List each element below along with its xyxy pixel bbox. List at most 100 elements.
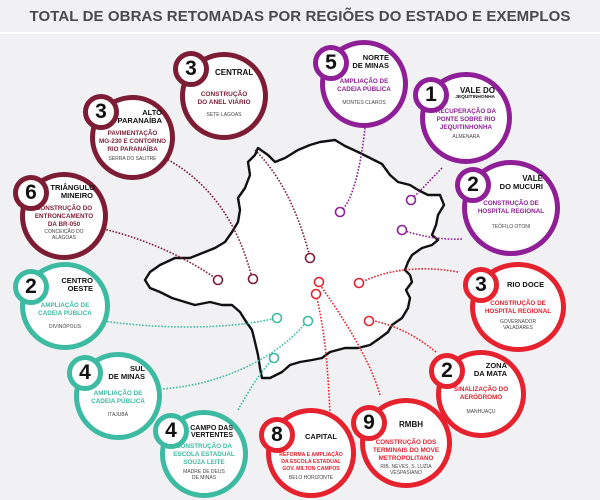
- region-name: TRIÂNGULO: [50, 183, 95, 192]
- region-name: NORTE: [362, 53, 389, 62]
- project-line: SOUZA LEITE: [183, 459, 225, 466]
- city-label: ITAJUBÁ: [107, 412, 129, 418]
- project-line: CONSTRUÇÃO: [200, 91, 248, 98]
- region-name: MINEIRO: [60, 191, 93, 200]
- project-line: MG-230 E CONTORNO: [98, 138, 167, 145]
- region-name: RMBH: [399, 420, 423, 429]
- marker-triangulo: [212, 274, 224, 286]
- project-line: CONSTRUÇÃO DE: [483, 200, 539, 207]
- region-name: DA MATA: [473, 369, 507, 378]
- city-label: MONTES CLAROS: [342, 100, 386, 106]
- project-line: GOV. MILTON CAMPOS: [282, 466, 340, 472]
- project-line: HOSPITAL REGIONAL: [484, 308, 552, 315]
- region-name: CAMPO DAS: [190, 425, 233, 432]
- title-bar: TOTAL DE OBRAS RETOMADAS POR REGIÕES DO …: [0, 0, 600, 34]
- count-badge: 6: [13, 175, 49, 211]
- region-name: DE MINAS: [108, 372, 145, 381]
- project-line: CONSTRUÇÃO DA: [176, 443, 232, 450]
- region-name: OESTE: [67, 284, 93, 293]
- region-name: ALTO: [142, 108, 162, 117]
- region-name: DE MINAS: [352, 61, 389, 70]
- region-name: VALE: [522, 174, 543, 183]
- city-label: MADRE DE DEUS: [183, 469, 225, 475]
- count-badge: 5: [313, 45, 349, 81]
- project-line: AMPLIAÇÃO DE: [40, 302, 90, 309]
- region-rmbh: 9 RMBH CONSTRUÇÃO DOS TERMINAIS DO MOVE …: [351, 398, 452, 488]
- connector-triangulo: [99, 227, 219, 281]
- region-vale-do-mucuri: 2 VALE DO MUCURI CONSTRUÇÃO DE HOSPITAL …: [455, 160, 560, 256]
- marker-jequitinhonha: [405, 194, 417, 206]
- region-name: RIO DOCE: [507, 280, 545, 289]
- marker-campo: [268, 352, 280, 364]
- region-name: ZONA: [485, 361, 507, 370]
- city-label: SERRA DO SALITRE: [108, 156, 157, 162]
- marker-mucuri: [396, 224, 408, 236]
- project-line: RIO PARANAÍBA: [107, 146, 158, 153]
- connector-central: [254, 149, 311, 258]
- marker-rmbh: [313, 276, 325, 288]
- region-norte-de-minas: 5 NORTE DE MINAS AMPLIAÇÃO DE CADEIA PÚB…: [313, 40, 408, 128]
- region-name: JEQUITINHONHA: [455, 95, 495, 100]
- project-line: CADEIA PÚBLICA: [337, 86, 391, 93]
- city-label: VESPASIANO: [390, 470, 422, 476]
- project-line: CONSTRUÇÃO DOS: [375, 439, 437, 446]
- project-line: AERÓDROMO: [459, 394, 503, 401]
- count-badge: 9: [351, 405, 387, 441]
- region-vale-do-jequitinhonha: 1 VALE DO JEQUITINHONHA RECUPERAÇÃO DA P…: [413, 72, 512, 164]
- region-zona-da-mata: 2 ZONA DA MATA SINALIZAÇÃO DO AERÓDROMO …: [429, 350, 526, 438]
- city-label: BELO HORIZONTE: [288, 475, 334, 481]
- region-name: CAPITAL: [305, 432, 337, 441]
- connector-alto-paranaiba: [164, 157, 253, 279]
- project-line: DA ESCOLA ESTADUAL: [281, 459, 341, 465]
- region-name: SUL: [130, 364, 145, 373]
- city-label: DE MINAS: [191, 475, 217, 481]
- city-label: ALAGOAS: [52, 235, 76, 241]
- region-name: VALE DO: [460, 86, 495, 95]
- marker-zona-da-mata: [363, 315, 375, 327]
- count-badge: 3: [83, 94, 119, 130]
- count-badge: 3: [463, 267, 499, 303]
- connector-zona-da-mata: [369, 319, 437, 353]
- minas-gerais-outline: [143, 138, 446, 380]
- region-name: CENTRAL: [215, 68, 254, 77]
- marker-alto-paranaiba: [247, 273, 259, 285]
- page-title: TOTAL DE OBRAS RETOMADAS POR REGIÕES DO …: [29, 7, 571, 25]
- connector-centro-oeste: [84, 317, 277, 328]
- project-line: TERMINAIS DO MOVE: [372, 447, 440, 454]
- marker-capital: [310, 288, 322, 300]
- marker-norte: [334, 206, 346, 218]
- project-line: ENTRONCAMENTO: [34, 213, 94, 220]
- project-line: CONSTRUÇÃO DE: [490, 300, 546, 307]
- marker-rio-doce: [353, 277, 365, 289]
- count-badge: 4: [153, 413, 189, 449]
- region-central: 3 CENTRAL CONSTRUÇÃO DO ANEL VIÁRIO SETE…: [173, 51, 268, 140]
- connector-capital: [315, 294, 331, 415]
- region-triangulo-mineiro: 6 TRIÂNGULO MINEIRO CONSTRUÇÃO DO ENTRON…: [13, 172, 108, 260]
- project-line: PAVIMENTAÇÃO: [107, 130, 158, 137]
- project-line: REFORMA E AMPLIAÇÃO: [279, 452, 343, 458]
- city-label: ALMENARA: [452, 134, 480, 140]
- project-line: CADEIA PÚBLICA: [38, 310, 92, 317]
- city-label: SETE LAGOAS: [206, 112, 242, 118]
- project-line: DA BR-050: [47, 221, 81, 228]
- marker-central: [304, 252, 316, 264]
- count-badge: 3: [173, 51, 209, 87]
- region-name: PARANAÍBA: [117, 116, 162, 125]
- region-capital: 8 CAPITAL REFORMA E AMPLIAÇÃO DA ESCOLA …: [259, 408, 356, 498]
- city-label: RIB. NEVES, S. LUZIA: [380, 464, 432, 470]
- city-label: CONCEIÇÃO DO: [44, 229, 84, 235]
- project-line: HOSPITAL REGIONAL: [477, 208, 545, 215]
- region-name: CENTRO: [61, 276, 93, 285]
- project-line: PONTE SOBRE RIO: [436, 116, 496, 123]
- region-campo-das-vertentes: 4 CAMPO DAS VERTENTES CONSTRUÇÃO DA ESCO…: [153, 410, 248, 498]
- project-line: RECUPERAÇÃO DA: [435, 108, 497, 115]
- count-badge: 1: [413, 77, 449, 113]
- region-rio-doce: 3 RIO DOCE CONSTRUÇÃO DE HOSPITAL REGION…: [463, 262, 566, 352]
- region-centro-oeste: 2 CENTRO OESTE AMPLIAÇÃO DE CADEIA PÚBLI…: [13, 262, 110, 350]
- project-line: ESCOLA ESTADUAL: [173, 451, 235, 458]
- project-line: CADEIA PÚBLICA: [91, 398, 145, 405]
- count-badge: 4: [67, 355, 103, 391]
- connector-norte: [339, 127, 366, 213]
- city-label: DIVINÓPOLIS: [49, 324, 81, 330]
